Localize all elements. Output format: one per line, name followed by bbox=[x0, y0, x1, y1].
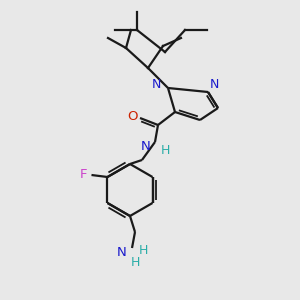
Text: N: N bbox=[152, 79, 161, 92]
Text: H: H bbox=[138, 244, 148, 256]
Text: H: H bbox=[130, 256, 140, 268]
Text: N: N bbox=[140, 140, 150, 152]
Text: O: O bbox=[127, 110, 137, 124]
Text: F: F bbox=[80, 167, 87, 181]
Text: N: N bbox=[210, 79, 219, 92]
Text: N: N bbox=[117, 245, 127, 259]
Text: H: H bbox=[160, 143, 170, 157]
